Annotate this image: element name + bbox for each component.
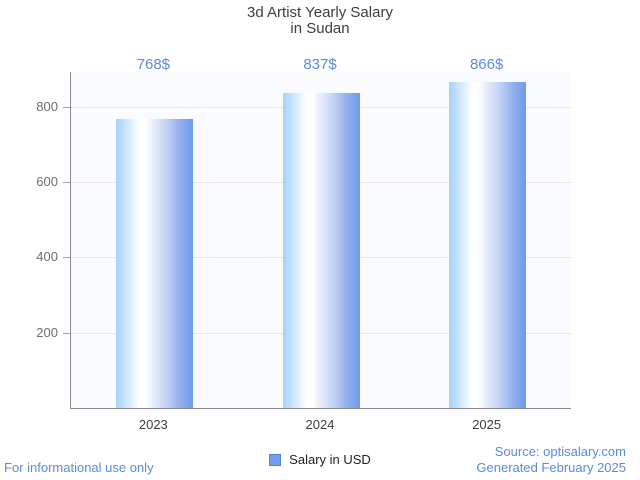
- bar-2024: [282, 93, 360, 408]
- legend-label: Salary in USD: [289, 452, 371, 467]
- chart-title-line1: 3d Artist Yearly Salary: [247, 4, 393, 21]
- x-axis-label-2025: 2025: [472, 417, 502, 432]
- bar-2025: [449, 82, 527, 408]
- y-axis-label-200: 200: [36, 324, 58, 340]
- y-tick-600: [63, 182, 70, 184]
- source-text: Source: optisalary.com: [494, 444, 626, 459]
- legend: Salary in USD: [0, 452, 640, 467]
- generated-text: Generated February 2025: [476, 460, 626, 475]
- x-axis-label-2023: 2023: [138, 417, 168, 432]
- y-tick-200: [63, 332, 70, 334]
- bar-value-label-2023: 768$: [136, 56, 171, 73]
- bar-value-label-2024: 837$: [303, 56, 337, 73]
- plot-area: [70, 72, 571, 409]
- y-tick-400: [63, 257, 70, 259]
- chart-title: 3d Artist Yearly Salary in Sudan: [0, 5, 640, 37]
- bar-value-label-2025: 866$: [469, 56, 504, 73]
- legend-swatch-icon: [269, 453, 282, 466]
- y-tick-800: [63, 106, 70, 108]
- y-axis-label-400: 400: [36, 249, 58, 265]
- disclaimer-text: For informational use only: [4, 460, 154, 475]
- chart-title-line2: in Sudan: [290, 20, 350, 37]
- source-block: Source: optisalary.com Generated Februar…: [476, 444, 626, 476]
- y-axis-label-800: 800: [36, 98, 58, 114]
- y-axis-label-600: 600: [36, 174, 58, 190]
- x-axis-label-2024: 2024: [305, 417, 335, 432]
- bar-2023: [115, 119, 193, 408]
